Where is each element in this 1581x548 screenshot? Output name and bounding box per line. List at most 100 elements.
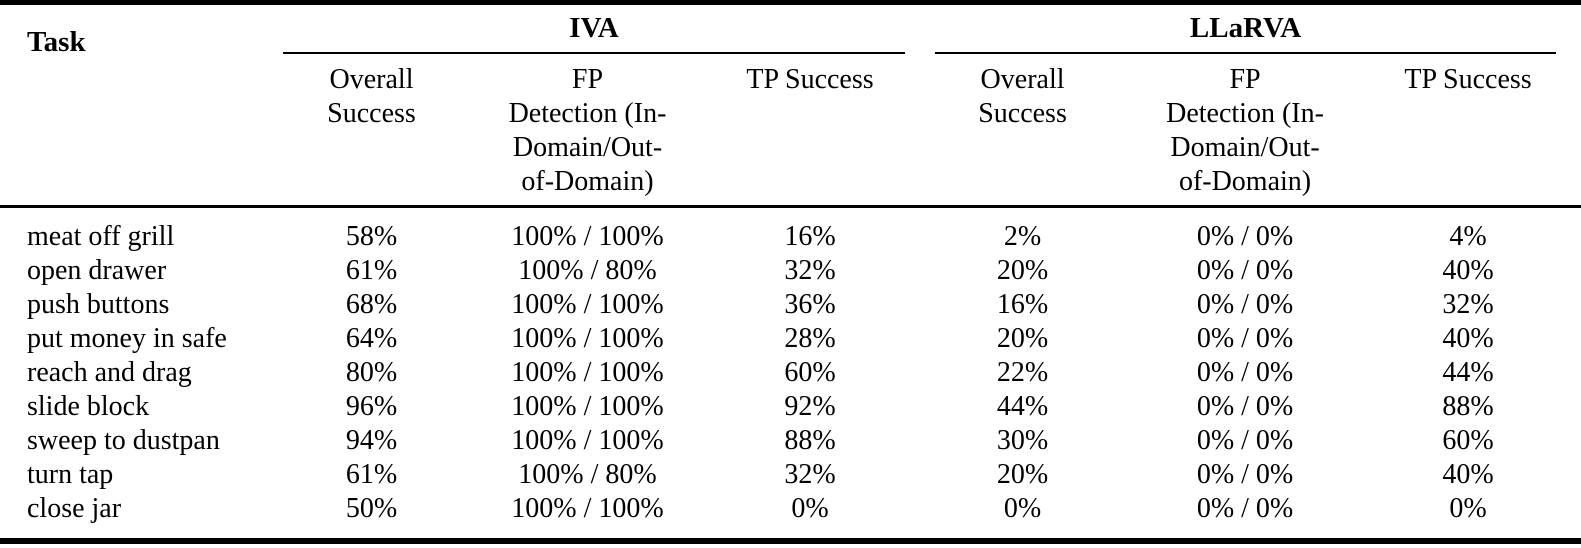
llarva-tp-cell: 0% (1449, 493, 1487, 524)
task-cell: meat off grill (27, 221, 175, 252)
table-row: sweep to dustpan 94% 100% / 100% 88% 30%… (0, 424, 1581, 458)
iva-tp-cell: 92% (784, 391, 836, 422)
table-row: open drawer 61% 100% / 80% 32% 20% 0% / … (0, 254, 1581, 288)
table-header: Task IVA LLaRVA Overall Success FP Detec… (0, 2, 1581, 207)
llarva-fp-detection-header: FP Detection (In- Domain/Out- of-Domain) (1166, 63, 1324, 197)
task-column-header: Task (27, 26, 86, 58)
task-cell: turn tap (27, 459, 114, 490)
task-cell: close jar (27, 493, 122, 524)
group-header-iva: IVA (283, 2, 906, 54)
gap-cell (905, 458, 935, 492)
llarva-tp-cell: 40% (1442, 255, 1494, 286)
table-row: turn tap 61% 100% / 80% 32% 20% 0% / 0% … (0, 458, 1581, 492)
iva-tp-cell: 32% (784, 459, 836, 490)
llarva-fp-cell: 0% / 0% (1196, 221, 1294, 252)
llarva-overall-cell: 20% (996, 459, 1049, 490)
llarva-fp-cell: 0% / 0% (1196, 357, 1294, 388)
llarva-tp-cell: 32% (1442, 289, 1494, 320)
llarva-tp-cell: 60% (1442, 425, 1494, 456)
iva-tp-cell: 28% (784, 323, 836, 354)
iva-fp-cell: 100% / 100% (511, 493, 664, 524)
llarva-overall-cell: 2% (1003, 221, 1042, 252)
llarva-fp-cell: 0% / 0% (1196, 323, 1294, 354)
margin-cell (1556, 492, 1581, 541)
iva-tp-cell: 36% (784, 289, 836, 320)
iva-overall-cell: 61% (345, 459, 398, 490)
gap-cell (905, 207, 935, 255)
margin-cell (1556, 390, 1581, 424)
table-row: push buttons 68% 100% / 100% 36% 16% 0% … (0, 288, 1581, 322)
llarva-overall-cell: 20% (996, 323, 1049, 354)
llarva-overall-cell: 30% (996, 425, 1049, 456)
iva-overall-cell: 96% (345, 391, 398, 422)
task-cell: open drawer (27, 255, 167, 286)
iva-fp-cell: 100% / 100% (511, 289, 664, 320)
margin-cell (1556, 458, 1581, 492)
llarva-tp-cell: 44% (1442, 357, 1494, 388)
iva-tp-cell: 32% (784, 255, 836, 286)
iva-tp-cell: 88% (784, 425, 836, 456)
iva-overall-cell: 50% (345, 493, 398, 524)
iva-fp-cell: 100% / 100% (511, 357, 664, 388)
iva-overall-cell: 64% (345, 323, 398, 354)
task-cell: slide block (27, 391, 150, 422)
llarva-overall-cell: 44% (996, 391, 1049, 422)
iva-fp-detection-header: FP Detection (In- Domain/Out- of-Domain) (508, 63, 667, 197)
margin-cell (1556, 356, 1581, 390)
iva-tp-cell: 16% (784, 221, 836, 252)
iva-fp-cell: 100% / 100% (511, 425, 664, 456)
gap-cell (905, 322, 935, 356)
llarva-overall-cell: 22% (996, 357, 1049, 388)
iva-overall-success-header: Overall Success (327, 63, 416, 129)
table-row: slide block 96% 100% / 100% 92% 44% 0% /… (0, 390, 1581, 424)
margin-cell (1556, 322, 1581, 356)
llarva-overall-cell: 20% (996, 255, 1049, 286)
iva-fp-cell: 100% / 80% (518, 459, 657, 490)
iva-tp-cell: 60% (784, 357, 836, 388)
table-body: meat off grill 58% 100% / 100% 16% 2% 0%… (0, 207, 1581, 542)
llarva-tp-cell: 88% (1442, 391, 1494, 422)
gap-cell (905, 254, 935, 288)
iva-overall-cell: 58% (345, 221, 398, 252)
gap-cell (905, 356, 935, 390)
margin-cell (1556, 254, 1581, 288)
table-row: put money in safe 64% 100% / 100% 28% 20… (0, 322, 1581, 356)
right-margin (1556, 3, 1581, 207)
table-row: reach and drag 80% 100% / 100% 60% 22% 0… (0, 356, 1581, 390)
task-cell: reach and drag (27, 357, 192, 388)
llarva-tp-cell: 4% (1449, 221, 1487, 252)
group-header-llarva: LLaRVA (935, 2, 1557, 54)
llarva-tp-success-header: TP Success (1404, 63, 1532, 95)
iva-fp-cell: 100% / 100% (511, 221, 664, 252)
llarva-tp-cell: 40% (1442, 459, 1494, 490)
llarva-fp-cell: 0% / 0% (1196, 255, 1294, 286)
gap-cell (905, 390, 935, 424)
iva-overall-cell: 80% (345, 357, 398, 388)
llarva-fp-cell: 0% / 0% (1196, 391, 1294, 422)
iva-overall-cell: 68% (345, 289, 398, 320)
llarva-overall-cell: 0% (1003, 493, 1042, 524)
iva-tp-success-header: TP Success (746, 63, 874, 95)
margin-cell (1556, 424, 1581, 458)
task-cell: push buttons (27, 289, 170, 320)
llarva-fp-cell: 0% / 0% (1196, 493, 1294, 524)
iva-overall-cell: 94% (345, 425, 398, 456)
table-row: close jar 50% 100% / 100% 0% 0% 0% / 0% … (0, 492, 1581, 541)
task-cell: sweep to dustpan (27, 425, 220, 456)
margin-cell (1556, 288, 1581, 322)
llarva-tp-cell: 40% (1442, 323, 1494, 354)
llarva-fp-cell: 0% / 0% (1196, 289, 1294, 320)
gap-cell (905, 424, 935, 458)
margin-cell (1556, 207, 1581, 255)
llarva-fp-cell: 0% / 0% (1196, 459, 1294, 490)
task-cell: put money in safe (27, 323, 227, 354)
gap-cell (905, 492, 935, 541)
group-header-row: Task IVA LLaRVA (0, 2, 1581, 58)
llarva-overall-success-header: Overall Success (978, 63, 1067, 129)
iva-fp-cell: 100% / 100% (511, 323, 664, 354)
iva-fp-cell: 100% / 80% (518, 255, 657, 286)
subcolumn-header-row: Overall Success FP Detection (In- Domain… (0, 53, 1581, 207)
table-row: meat off grill 58% 100% / 100% 16% 2% 0%… (0, 207, 1581, 255)
